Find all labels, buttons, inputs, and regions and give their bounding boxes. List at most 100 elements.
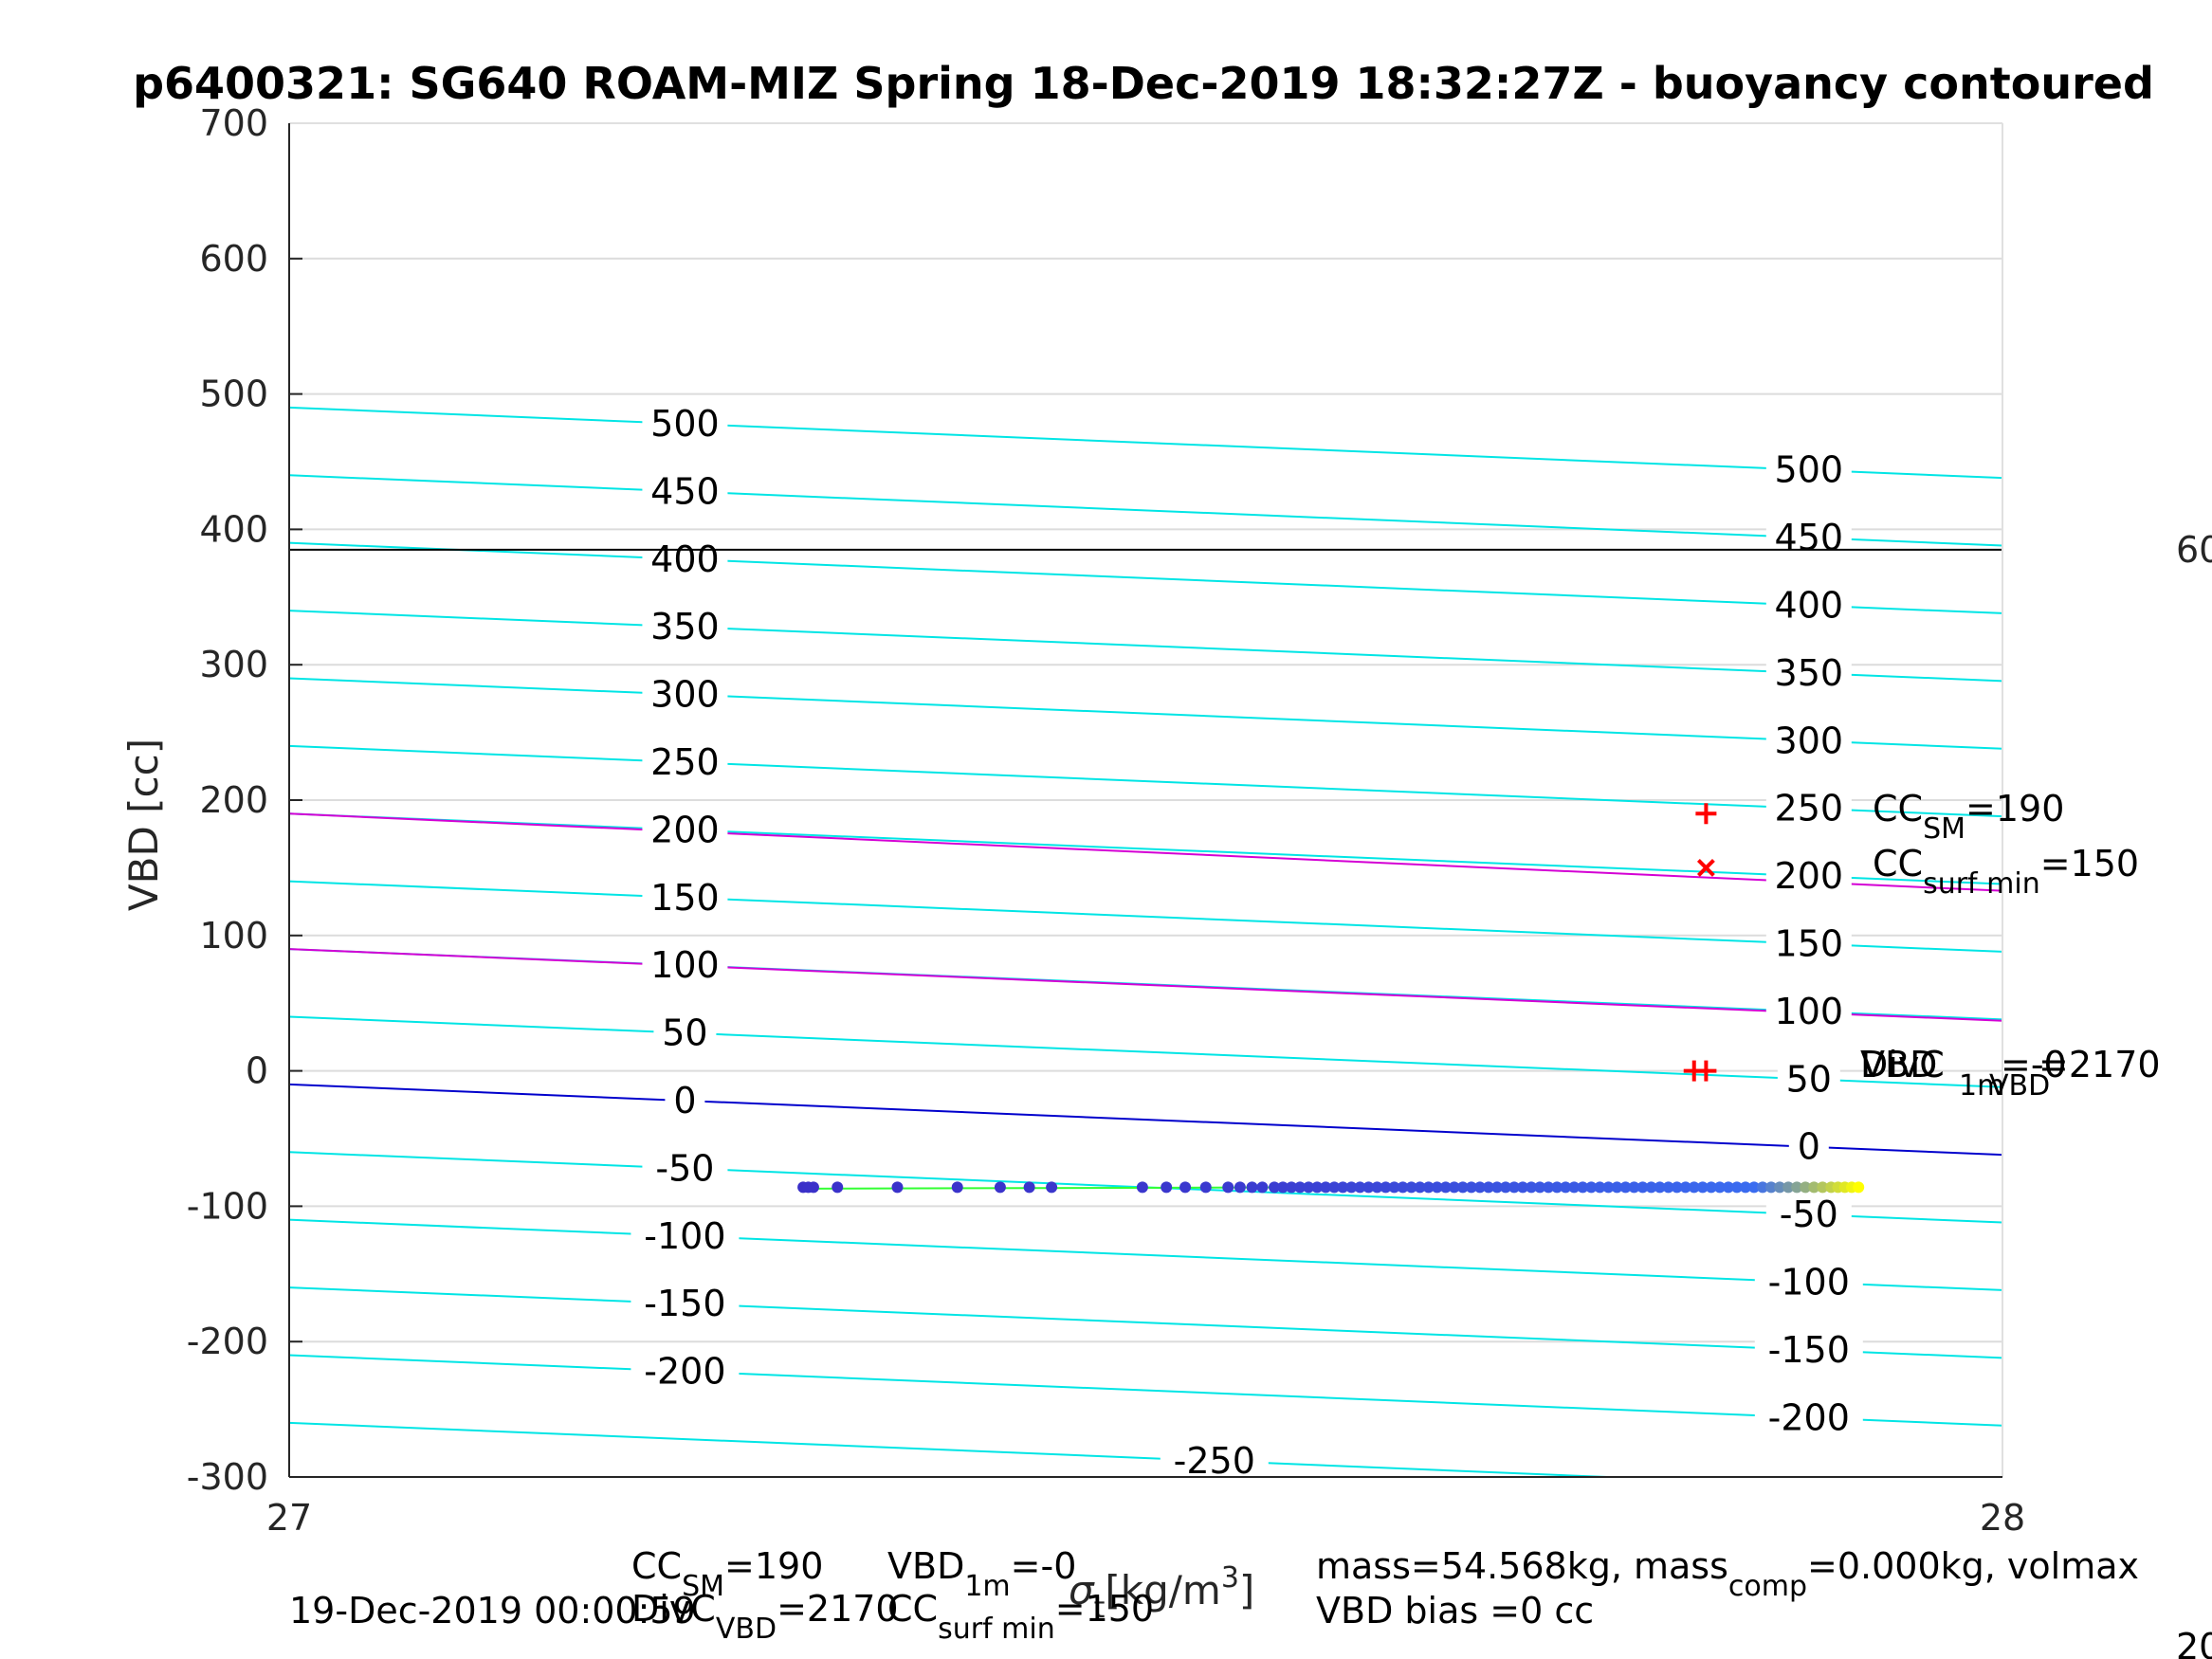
contour-label-bg — [642, 468, 728, 515]
data-point — [1765, 1181, 1778, 1194]
data-point — [1473, 1181, 1486, 1194]
x-axis-label-sub: t — [1094, 1592, 1106, 1625]
footer-divc-value: =2170 — [777, 1588, 899, 1630]
annotation-cc-sm: CCSM=190 — [1873, 788, 2064, 846]
contour-label: 250 — [1775, 788, 1844, 830]
contour-label: 100 — [650, 944, 720, 986]
x-axis-label-close: ] — [1239, 1567, 1254, 1613]
contour-label: 500 — [650, 403, 720, 445]
y-tick-label: 500 — [199, 374, 268, 415]
contour-label-bg — [1765, 1192, 1852, 1238]
data-point — [1560, 1181, 1572, 1194]
data-point — [1679, 1181, 1691, 1194]
data-point — [1465, 1181, 1477, 1194]
data-point — [1611, 1181, 1623, 1194]
contour-line — [288, 677, 2003, 750]
data-point — [1328, 1181, 1341, 1194]
contour-label: 200 — [1775, 855, 1844, 897]
contour-label-bg — [1765, 785, 1852, 831]
contour-line — [288, 880, 2003, 953]
data-point — [1730, 1181, 1743, 1194]
data-point — [1594, 1181, 1606, 1194]
data-point — [1543, 1181, 1555, 1194]
footer-mass-main: mass=54.568kg, mass — [1316, 1545, 1728, 1587]
annotation-cc-sm-value: =190 — [1965, 788, 2064, 830]
annotation-cc-sm-main: CC — [1873, 788, 1923, 830]
y-tick-label: 0 — [246, 1050, 268, 1092]
data-point — [1234, 1181, 1246, 1194]
contour-label-bg — [665, 1078, 705, 1124]
contour-label-bg — [642, 807, 728, 853]
contour-label-bg — [642, 942, 728, 989]
y-tick-label: 600 — [199, 238, 268, 280]
y-axis-label: VBD [cc] — [120, 738, 167, 911]
contour-label-bg — [1160, 1437, 1269, 1484]
data-point — [1482, 1181, 1494, 1194]
footer-vbd1m-sub: 1m — [964, 1570, 1010, 1603]
data-point — [1136, 1181, 1148, 1194]
contour-label: -200 — [1768, 1396, 1850, 1438]
data-point — [1722, 1181, 1734, 1194]
contour-label-bg — [1777, 1056, 1840, 1103]
data-point — [1161, 1181, 1173, 1194]
data-point — [1199, 1181, 1212, 1194]
contour-label: -150 — [644, 1283, 725, 1324]
footer-ccsm-value: =190 — [724, 1545, 823, 1587]
contour-label-bg — [1765, 447, 1852, 493]
data-point — [1256, 1181, 1269, 1194]
contour-line — [288, 610, 2003, 683]
contour-label: 50 — [1786, 1058, 1832, 1100]
data-point — [832, 1181, 844, 1194]
data-layer — [797, 1181, 1865, 1194]
footer-vbd-bias: VBD bias =0 cc — [1316, 1590, 1594, 1632]
y-tick-label: 400 — [199, 508, 268, 550]
footer-edge-text: 20 — [2176, 1626, 2212, 1659]
contour-line — [288, 744, 2003, 818]
data-point — [1628, 1181, 1640, 1194]
data-point — [1303, 1181, 1315, 1194]
data-point — [1791, 1181, 1803, 1194]
annotation-vbd-overlap-b: VBD — [1860, 1044, 1937, 1085]
y-tick-label: 700 — [199, 102, 268, 144]
contour-label: 0 — [673, 1080, 696, 1121]
contour-label-bg — [1765, 718, 1852, 764]
contour-label: 350 — [650, 606, 720, 647]
data-point — [1286, 1181, 1298, 1194]
data-point — [1585, 1181, 1598, 1194]
x-axis-label-units: [kg/m — [1105, 1567, 1220, 1613]
data-point — [1179, 1181, 1192, 1194]
x-axis-label-sigma: σ — [1069, 1567, 1095, 1613]
contour-label-bg — [1765, 649, 1852, 696]
data-point — [1747, 1181, 1760, 1194]
contour-label: 100 — [1775, 991, 1844, 1032]
data-point — [1246, 1181, 1258, 1194]
data-point — [1774, 1181, 1786, 1194]
data-point — [1405, 1181, 1417, 1194]
data-point — [1645, 1181, 1657, 1194]
data-point — [1046, 1181, 1058, 1194]
annotation-cc-surf-min: CCsurf min=150 — [1873, 843, 2139, 901]
x-axis-label: σt[kg/m3] — [1069, 1561, 1254, 1625]
contour-label-bg — [642, 671, 728, 718]
footer-ccsurf: CCsurf min=150 — [887, 1588, 1154, 1646]
contour-label: 450 — [1775, 517, 1844, 558]
contour-label: -150 — [1768, 1329, 1850, 1371]
data-point — [1782, 1181, 1795, 1194]
contour-line — [288, 812, 2003, 885]
data-point — [1311, 1181, 1324, 1194]
contour-label-bg — [1754, 1395, 1863, 1441]
x-axis-label-exp: 3 — [1221, 1561, 1239, 1595]
footer-ccsm-main: CC — [631, 1545, 682, 1587]
data-point — [1414, 1181, 1426, 1194]
contour-label: 300 — [1775, 720, 1844, 761]
data-point — [1662, 1181, 1674, 1194]
annotation-vbd-overlap-c: =-0 — [2001, 1044, 2067, 1085]
contour-label-bg — [1765, 515, 1852, 561]
data-point — [1853, 1181, 1865, 1194]
footer-mass-rest: =0.000kg, volmax — [1807, 1545, 2139, 1587]
contour-line — [288, 1218, 2003, 1291]
contour-label-bg — [1765, 921, 1852, 967]
data-point — [1439, 1181, 1452, 1194]
data-point — [891, 1181, 904, 1194]
